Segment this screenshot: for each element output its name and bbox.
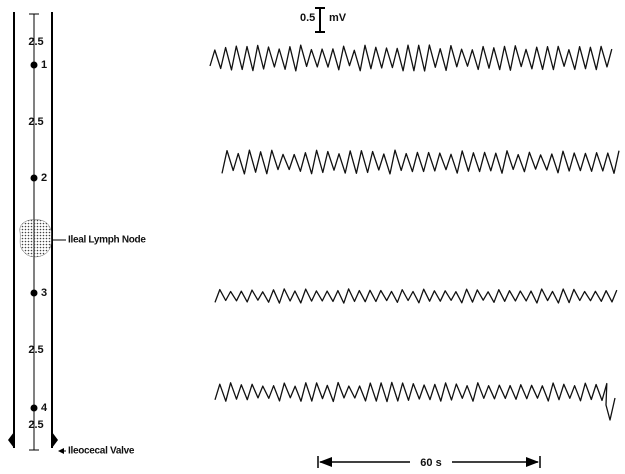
electrode-label: 4 — [41, 402, 48, 414]
electrode — [31, 62, 38, 69]
segment-label: 2.5 — [28, 36, 43, 48]
node-label: Ileal Lymph Node — [68, 235, 146, 246]
arrowhead — [526, 457, 539, 467]
time-label: 60 s — [420, 457, 441, 469]
scale-value: 0.5 — [300, 12, 315, 24]
trace — [222, 150, 619, 174]
electrode-label: 2 — [41, 172, 47, 184]
segment-label: 2.5 — [28, 344, 43, 356]
valve-mark — [8, 432, 14, 448]
arrowhead — [319, 457, 332, 467]
trace — [215, 289, 617, 303]
figure: 1 2 3 4 2.5 2.5 2.5 2.5 Ileal Lymph Node… — [0, 0, 625, 474]
electrode-label: 1 — [41, 59, 47, 71]
trace — [215, 382, 615, 420]
electrode — [31, 290, 38, 297]
electrode-label: 3 — [41, 287, 47, 299]
arrowhead — [58, 448, 64, 454]
lymph-node — [20, 220, 52, 257]
segment-label: 2.5 — [28, 419, 43, 431]
segment-label: 2.5 — [28, 116, 43, 128]
traces — [210, 45, 619, 420]
scale-unit: mV — [329, 12, 347, 24]
trace — [210, 45, 612, 71]
valve-label: Ileocecal Valve — [68, 446, 135, 457]
electrode — [31, 405, 38, 412]
valve-mark — [52, 432, 58, 448]
electrode — [31, 175, 38, 182]
